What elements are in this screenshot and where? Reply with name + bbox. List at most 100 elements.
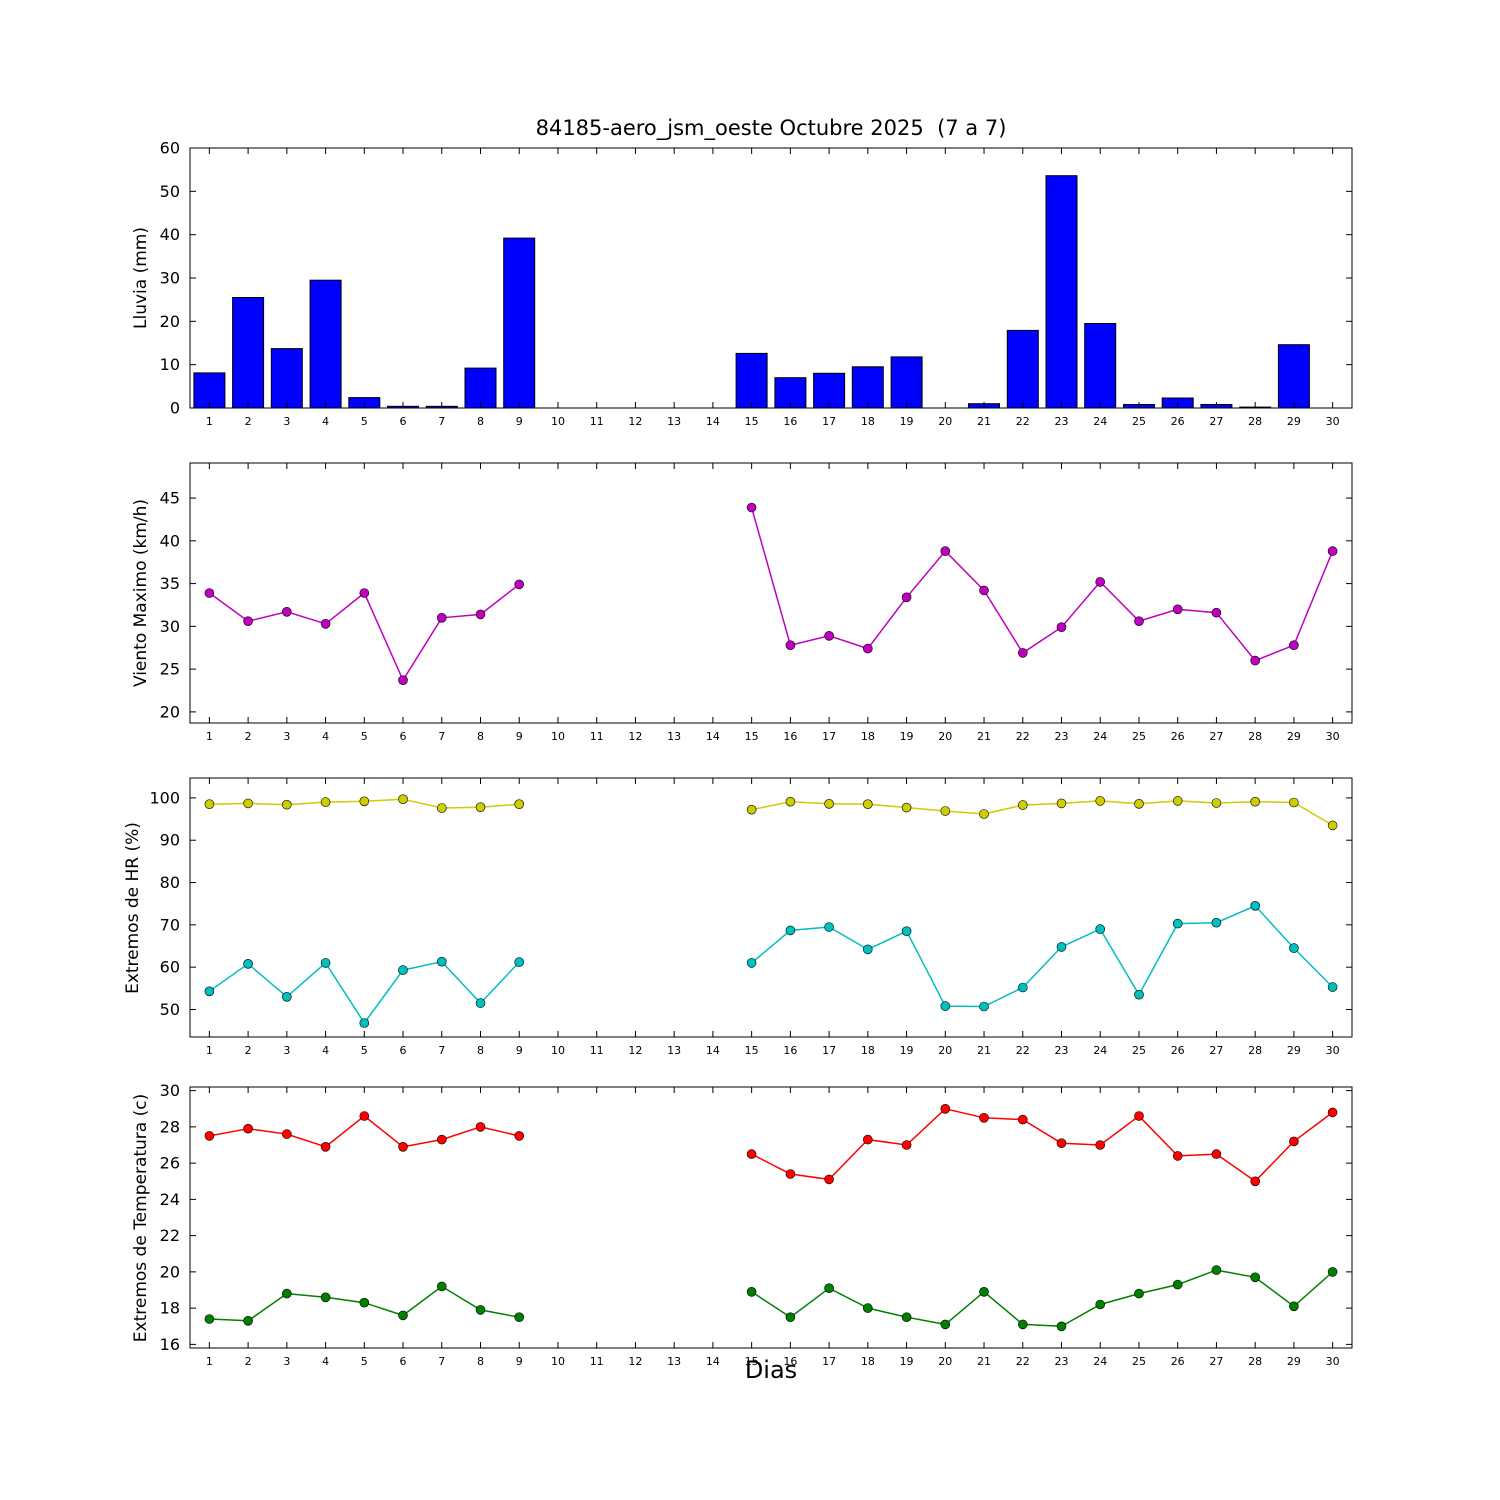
hr_maxima-point-day-5 xyxy=(359,796,370,807)
viento_maximo-point-day-27 xyxy=(1211,607,1222,618)
hr_minima-point-day-9 xyxy=(514,957,525,967)
hr_maxima-point-day-17 xyxy=(824,798,834,809)
y-tick-label: 50 xyxy=(160,182,180,201)
x-tick-label: 1 xyxy=(206,730,213,743)
hr_minima-point-day-2 xyxy=(243,958,253,969)
temperatura_maxima-point-day-21 xyxy=(979,1113,989,1123)
x-tick-label: 20 xyxy=(938,415,952,428)
hr_maxima-point-day-7 xyxy=(436,803,447,813)
bar-day-23 xyxy=(1045,175,1078,409)
x-tick-label: 8 xyxy=(477,1355,484,1368)
hr_minima-point-day-19 xyxy=(901,926,912,937)
hr_minima-point-day-16 xyxy=(785,925,796,936)
viento_maximo-point-day-24 xyxy=(1095,577,1105,587)
hr_maxima-point-day-29 xyxy=(1289,797,1299,808)
y-tick-label: 60 xyxy=(160,958,180,977)
viento_maximo-point-day-7 xyxy=(436,612,447,623)
x-tick-label: 30 xyxy=(1326,1044,1340,1057)
viento_maximo-series xyxy=(204,502,1338,686)
x-tick-label: 29 xyxy=(1287,1044,1301,1057)
y-tick-label: 40 xyxy=(160,531,180,550)
x-tick-label: 17 xyxy=(822,1044,836,1057)
y-tick-label: 30 xyxy=(160,617,180,636)
hr_minima-point-day-7 xyxy=(436,956,447,967)
x-tick-label: 12 xyxy=(628,415,642,428)
x-tick-label: 7 xyxy=(438,730,445,743)
viento_maximo-point-day-21 xyxy=(979,585,989,596)
viento_maximo-point-day-26 xyxy=(1172,604,1183,615)
x-tick-label: 18 xyxy=(861,1355,875,1368)
hr_minima-point-day-8 xyxy=(475,998,486,1008)
temperatura_maxima-line xyxy=(209,1107,1334,1183)
temperatura_minima-point-day-26 xyxy=(1172,1279,1183,1290)
temperatura_maxima-point-day-19 xyxy=(901,1140,912,1150)
x-tick-label: 4 xyxy=(322,1044,329,1057)
x-tick-label: 8 xyxy=(477,1044,484,1057)
bar-day-22 xyxy=(1006,329,1039,409)
temperatura_minima-point-day-15 xyxy=(746,1287,757,1297)
temperatura_minima-point-day-17 xyxy=(824,1283,834,1293)
temperatura_minima-point-day-28 xyxy=(1250,1272,1260,1283)
y-tick-label: 22 xyxy=(160,1226,180,1245)
x-tick-label: 12 xyxy=(628,1355,642,1368)
x-tick-label: 14 xyxy=(706,730,720,743)
y-tick-label: 28 xyxy=(160,1117,180,1136)
temperatura_minima-point-day-18 xyxy=(862,1303,873,1313)
viento_maximo-point-day-16 xyxy=(785,640,796,651)
temperatura_maxima-point-day-15 xyxy=(746,1149,757,1159)
x-tick-label: 7 xyxy=(438,1355,445,1368)
x-tick-label: 6 xyxy=(400,1355,407,1368)
viento_maximo-point-day-29 xyxy=(1289,640,1299,651)
temperatura_minima-point-day-27 xyxy=(1211,1265,1222,1275)
bar-day-24 xyxy=(1084,323,1117,409)
hr_maxima-point-day-23 xyxy=(1056,798,1067,809)
x-tick-label: 14 xyxy=(706,1044,720,1057)
x-tick-label: 9 xyxy=(516,1044,523,1057)
temperatura_maxima-point-day-25 xyxy=(1134,1111,1144,1121)
axes-frame xyxy=(189,1086,1353,1349)
x-tick-label: 30 xyxy=(1326,1355,1340,1368)
viento_maximo-point-day-17 xyxy=(824,630,834,641)
hr_minima-point-day-20 xyxy=(940,1001,951,1011)
x-tick-label: 27 xyxy=(1209,415,1223,428)
x-tick-label: 24 xyxy=(1093,415,1107,428)
hr_maxima-point-day-16 xyxy=(785,796,796,807)
x-tick-label: 29 xyxy=(1287,1355,1301,1368)
x-tick-label: 17 xyxy=(822,1355,836,1368)
rain-bars xyxy=(193,175,1310,409)
hr_minima-point-day-21 xyxy=(979,1001,989,1012)
temperatura_maxima-series xyxy=(204,1104,1338,1187)
viento_maximo-point-day-23 xyxy=(1056,622,1067,633)
x-tick-label: 18 xyxy=(861,730,875,743)
y-tick-label: 0 xyxy=(170,399,180,418)
x-tick-label: 9 xyxy=(516,415,523,428)
x-tick-label: 13 xyxy=(667,1044,681,1057)
x-axis-label: Dias xyxy=(744,1356,798,1384)
x-tick-label: 21 xyxy=(977,1044,991,1057)
hr_maxima-point-day-15 xyxy=(746,804,757,815)
x-tick-label: 26 xyxy=(1171,1044,1185,1057)
temperatura_maxima-point-day-18 xyxy=(862,1134,873,1145)
hr_minima-point-day-6 xyxy=(398,965,408,975)
viento_maximo-point-day-30 xyxy=(1327,546,1338,556)
temperatura_maxima-point-day-17 xyxy=(824,1174,834,1185)
x-tick-label: 25 xyxy=(1132,1044,1146,1057)
viento_maximo-point-day-18 xyxy=(862,643,873,654)
x-tick-label: 24 xyxy=(1093,1044,1107,1057)
y-tick-label: 30 xyxy=(160,1081,180,1100)
temperatura_minima-series xyxy=(204,1265,1338,1332)
x-tick-label: 16 xyxy=(783,1355,797,1368)
x-tick-label: 21 xyxy=(977,1355,991,1368)
hr_maxima-point-day-19 xyxy=(901,802,912,813)
temperatura_maxima-point-day-23 xyxy=(1056,1138,1067,1148)
viento_maximo-point-day-20 xyxy=(940,546,951,556)
axes-frame xyxy=(189,147,1353,409)
bar-day-9 xyxy=(503,237,536,409)
x-tick-label: 25 xyxy=(1132,730,1146,743)
x-tick-label: 23 xyxy=(1055,1355,1069,1368)
x-tick-label: 3 xyxy=(283,730,290,743)
x-tick-label: 30 xyxy=(1326,415,1340,428)
